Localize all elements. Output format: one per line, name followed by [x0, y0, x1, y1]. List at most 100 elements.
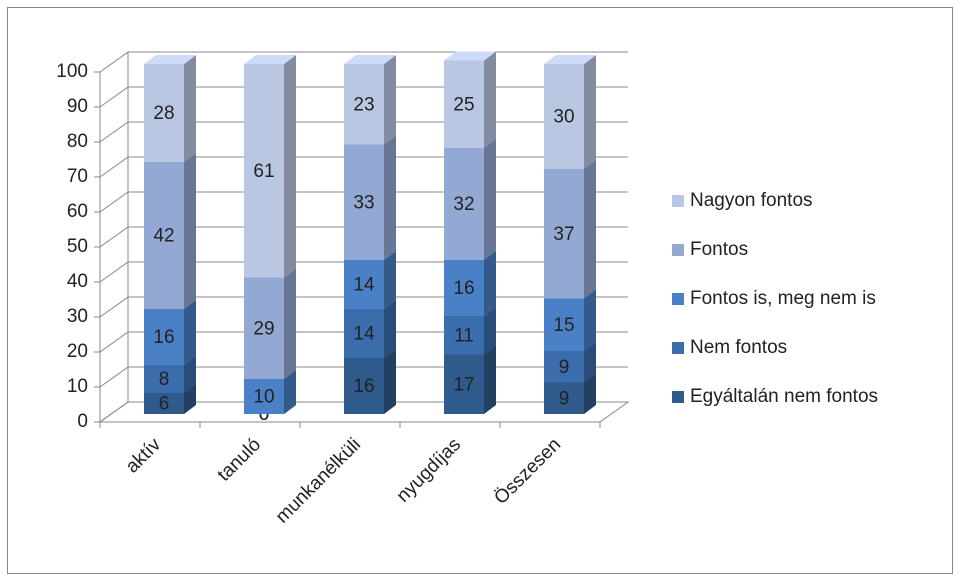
bar-front	[144, 393, 184, 414]
data-label: 10	[253, 387, 274, 408]
data-label: 16	[153, 327, 174, 348]
bar-front	[344, 260, 384, 309]
bar-front	[444, 316, 484, 355]
y-tick-label: 40	[67, 271, 88, 292]
legend-label: Nagyon fontos	[690, 190, 813, 211]
data-label: 15	[553, 315, 574, 336]
legend-swatch	[672, 391, 684, 403]
bar-side	[484, 139, 496, 260]
bar-side	[284, 55, 296, 278]
bar-segment	[444, 345, 496, 414]
bar-side	[484, 345, 496, 414]
bar-side	[384, 251, 396, 309]
data-label: 28	[153, 103, 174, 124]
data-label: 61	[253, 161, 274, 182]
bar-side	[384, 55, 396, 145]
y-tick-label: 80	[67, 131, 88, 152]
y-tick-label: 60	[67, 201, 88, 222]
legend-swatch	[672, 244, 684, 256]
bar-side	[184, 384, 196, 414]
bar-front	[544, 351, 584, 383]
bar-front	[544, 64, 584, 169]
bar-front	[344, 144, 384, 260]
data-label: 17	[453, 374, 474, 395]
bar-top	[244, 55, 296, 64]
bar-side	[484, 251, 496, 316]
bar-side	[184, 153, 196, 309]
bar-front	[444, 148, 484, 260]
bar-segment	[444, 139, 496, 260]
bar-front	[244, 277, 284, 379]
data-label: 14	[353, 275, 375, 296]
y-tick-label: 20	[67, 341, 88, 362]
y-tick-label: 10	[67, 376, 88, 397]
bar-side	[384, 135, 396, 260]
bar-top	[544, 55, 596, 64]
legend-label: Fontos is, meg nem is	[690, 288, 876, 309]
legend-label: Fontos	[690, 239, 748, 260]
bar-side	[284, 370, 296, 414]
data-label: 16	[353, 376, 374, 397]
data-label: 0	[259, 404, 270, 425]
bar-side	[484, 51, 496, 148]
bar-front	[444, 60, 484, 148]
bar-side	[184, 356, 196, 393]
data-label: 9	[559, 388, 570, 409]
data-label: 33	[353, 192, 374, 213]
bar-side	[584, 160, 596, 299]
data-label: 6	[159, 394, 170, 415]
bar-segment	[444, 51, 496, 148]
data-label: 30	[553, 107, 574, 128]
bar-front	[544, 298, 584, 351]
legend-swatch	[672, 293, 684, 305]
bar-segment	[544, 55, 596, 169]
data-label: 23	[353, 94, 374, 115]
bar-side	[584, 55, 596, 169]
bar-side	[184, 55, 196, 162]
data-label: 25	[453, 94, 474, 115]
data-label: 42	[153, 226, 174, 247]
data-label: 16	[453, 278, 474, 299]
bar-front	[144, 162, 184, 309]
data-label: 11	[454, 325, 474, 346]
bar-front	[244, 379, 284, 414]
y-tick-label: 50	[67, 236, 88, 257]
bar-front	[144, 365, 184, 393]
bar-front	[544, 169, 584, 299]
bar-front	[344, 64, 384, 145]
bar-top	[144, 55, 196, 64]
data-label: 8	[159, 369, 170, 390]
bar-front	[344, 358, 384, 414]
data-label: 32	[453, 194, 474, 215]
y-tick-label: 30	[67, 306, 88, 327]
bar-front	[444, 260, 484, 316]
bar-segment	[144, 153, 196, 309]
bar-top	[444, 51, 496, 61]
bar-segment	[144, 55, 196, 162]
y-tick-label: 70	[67, 166, 88, 187]
y-tick-label: 100	[56, 61, 88, 82]
bar-side	[584, 289, 596, 351]
data-label: 9	[559, 357, 570, 378]
bar-side	[184, 300, 196, 365]
bar-side	[584, 342, 596, 383]
bar-segment	[544, 160, 596, 299]
bar-front	[144, 309, 184, 365]
bar-side	[584, 373, 596, 414]
y-tick-label: 90	[67, 96, 88, 117]
legend-swatch	[672, 195, 684, 207]
bar-segment	[244, 55, 296, 278]
bar-side	[384, 349, 396, 414]
bar-front	[244, 64, 284, 278]
bar-segment	[344, 55, 396, 145]
bar-front	[444, 354, 484, 414]
legend-label: Egyáltalán nem fontos	[690, 386, 878, 407]
y-tick-label: 0	[77, 411, 88, 432]
bar-side	[384, 300, 396, 358]
bar-front	[144, 64, 184, 162]
bar-front	[344, 309, 384, 358]
legend-label: Nem fontos	[690, 337, 787, 358]
bar-side	[284, 268, 296, 379]
data-label: 0	[259, 404, 270, 425]
